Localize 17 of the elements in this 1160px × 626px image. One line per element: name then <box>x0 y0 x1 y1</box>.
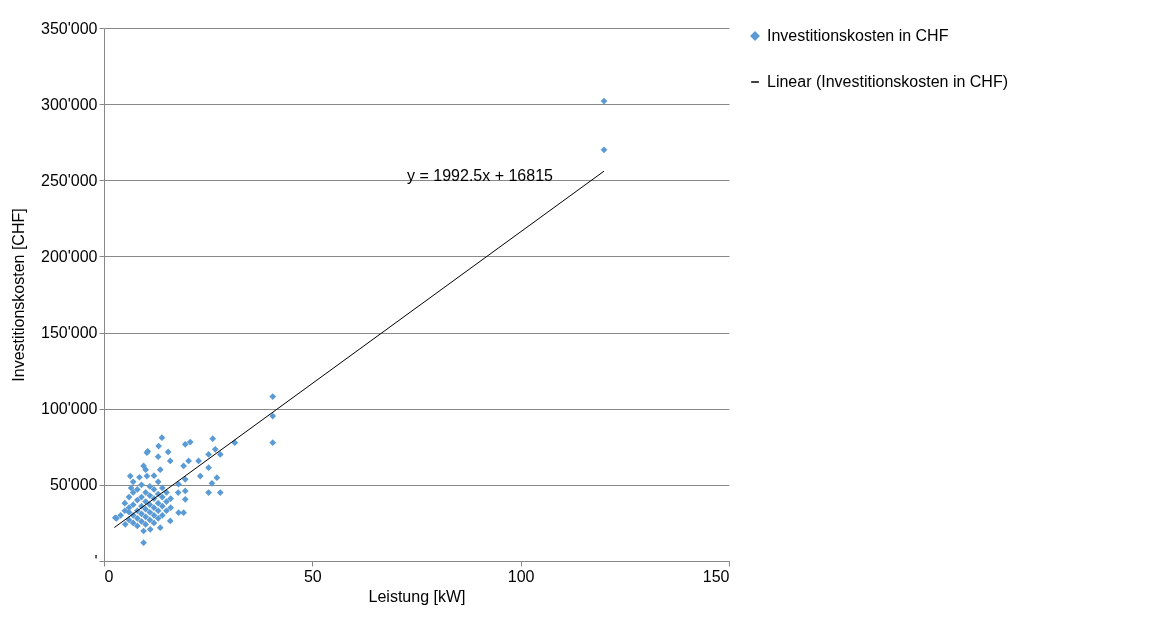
legend-label: Linear (Investitionskosten in CHF) <box>767 73 1008 90</box>
x-tick-label: 100 <box>507 567 535 585</box>
y-tick-label: 100'000 <box>41 400 98 418</box>
x-tick-label: 150 <box>702 567 730 585</box>
annotation: y = 1992.5x + 16815 <box>407 167 554 184</box>
y-tick-label: 250'000 <box>41 171 98 189</box>
x-tick-label: 0 <box>104 567 114 585</box>
y-tick-label: 150'000 <box>41 324 98 342</box>
x-axis-title: Leistung [kW] <box>368 587 466 605</box>
legend-label: Investitionskosten in CHF <box>767 27 949 44</box>
y-tick-label: 350'000 <box>41 19 98 37</box>
y-axis-title: Investitionskosten [CHF] <box>10 208 28 382</box>
y-tick-label: 200'000 <box>41 247 98 265</box>
x-tick-label: 50 <box>303 567 322 585</box>
y-tick-label: 300'000 <box>41 95 98 113</box>
y-tick-label: ' <box>94 552 98 570</box>
y-tick-label: 50'000 <box>49 476 98 494</box>
